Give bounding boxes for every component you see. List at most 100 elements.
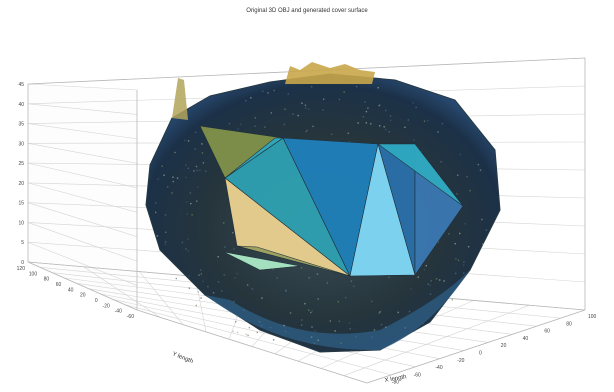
cloud-point [202,280,204,282]
cloud-point [313,342,316,344]
cloud-point [223,274,225,276]
cloud-point [378,312,380,314]
x-tick-label: 0 [479,351,482,357]
cloud-point [191,214,193,216]
cloud-point [482,243,484,245]
cloud-point [411,325,413,327]
cloud-point [463,261,465,263]
cloud-point [243,309,245,311]
cloud-point [338,98,341,101]
grid-line [343,304,530,376]
y-tick-label: 100 [29,271,38,277]
cloud-point [233,300,235,303]
cloud-point [457,259,460,262]
cloud-point [443,280,445,282]
cloud-point [373,329,376,331]
cloud-point [165,231,167,233]
z-tick-label: 35 [18,122,24,128]
x-tick-label: -80 [392,380,399,386]
cloud-point [380,323,383,326]
cloud-point [300,267,303,269]
cloud-point [196,169,198,172]
axis-edge [366,309,586,384]
cloud-point [429,293,432,295]
cloud-point [385,326,387,328]
cloud-point [310,311,312,314]
cloud-point [343,91,345,93]
grid-line [27,123,138,140]
cloud-point [397,311,399,314]
cloud-point [304,104,307,106]
cloud-point [254,125,256,127]
cloud-point [338,320,340,322]
cloud-point [330,133,333,135]
cloud-point [427,283,429,285]
cloud-point [322,109,324,111]
z-tick-label: 30 [18,141,24,147]
cloud-point [305,107,307,109]
cloud-point [256,331,258,334]
cloud-point [270,112,272,114]
cloud-point [217,256,219,258]
cloud-point [283,324,285,327]
x-tick-label: 40 [523,336,529,342]
cloud-point [371,300,373,303]
cloud-point [388,131,391,133]
cloud-point [337,301,339,303]
cloud-point [367,107,369,109]
y-tick-label: 80 [44,277,50,283]
cloud-point [481,218,483,221]
object-rim [205,270,470,351]
cloud-point [187,167,189,170]
cloud-point [164,243,166,245]
cloud-point [334,330,336,332]
cloud-point [485,229,488,231]
cloud-point [304,303,306,305]
cloud-point [195,165,198,168]
x-tick-label: -20 [457,358,464,364]
cloud-point [186,213,188,215]
cloud-point [466,176,468,178]
cloud-point [224,246,226,248]
cloud-point [404,126,406,128]
cloud-point [349,328,351,330]
cloud-point [345,296,347,299]
cloud-point [347,132,349,134]
cloud-point [234,277,236,279]
surface-facet [224,137,284,179]
cloud-point [188,287,191,289]
y-axis-label: Y length [171,351,194,365]
cloud-point [310,86,313,88]
axis-edge [136,309,368,384]
cloud-point [185,164,187,166]
cloud-point [308,277,310,279]
grid-line [27,162,138,189]
cloud-point [284,108,286,110]
cloud-point [365,122,367,124]
cloud-point [305,130,307,133]
grid-line [124,304,392,376]
cloud-point [223,222,225,224]
cloud-point [285,289,287,291]
cloud-point [412,102,414,104]
cloud-point [413,139,415,141]
grid-line [27,143,138,164]
y-tick-label: -40 [115,309,122,315]
x-tick-label: -60 [414,372,421,378]
cloud-point [232,232,234,234]
z-tick-label: 5 [21,240,24,246]
left-wall [28,84,137,310]
cloud-point [228,122,231,125]
cloud-point [251,288,254,290]
cloud-point [236,331,239,334]
cloud-point [202,162,205,164]
cloud-point [267,92,269,94]
cloud-point [326,282,329,284]
cloud-point [201,143,203,145]
cloud-point [161,165,163,167]
cloud-point [456,193,458,195]
cloud-point [448,233,450,235]
cloud-point [329,320,331,322]
